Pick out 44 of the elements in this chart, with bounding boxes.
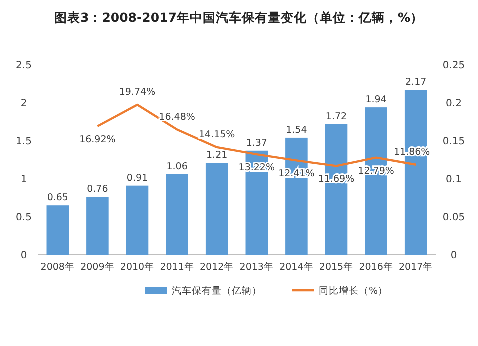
data-label: 2.17 xyxy=(406,77,427,88)
x-tick-label: 2011年 xyxy=(160,261,194,273)
data-label: 1.54 xyxy=(286,124,308,136)
x-tick-label: 2014年 xyxy=(280,261,314,273)
data-label: 1.72 xyxy=(326,111,348,122)
data-label: 1.94 xyxy=(366,94,387,106)
data-label: 1.37 xyxy=(246,138,268,149)
chart-title: 图表3：2008-2017年中国汽车保有量变化（单位：亿辆，%） xyxy=(54,10,424,25)
data-label: 1.06 xyxy=(166,161,188,172)
y-tick-label: 2 xyxy=(20,98,28,110)
x-tick-label: 2016年 xyxy=(359,261,394,273)
bar xyxy=(206,163,228,255)
x-tick-label: 2009年 xyxy=(80,261,115,273)
y2-tick-label: 0.1 xyxy=(446,174,462,186)
bar xyxy=(126,186,149,255)
bar xyxy=(86,197,109,255)
legend-label: 同比增长（%） xyxy=(319,285,388,297)
y2-tick-label: 0.15 xyxy=(442,136,466,148)
x-tick-label: 2008年 xyxy=(40,261,75,273)
data-label: 14.15% xyxy=(198,129,236,140)
data-label: 0.65 xyxy=(47,192,68,204)
y-tick-label: 0 xyxy=(20,250,28,262)
y2-tick-label: 0.05 xyxy=(442,212,466,224)
x-tick-label: 2015年 xyxy=(319,261,354,273)
bar xyxy=(166,174,188,255)
data-label: 16.48% xyxy=(159,112,196,123)
data-label: 19.74% xyxy=(119,86,156,98)
x-tick-label: 2013年 xyxy=(240,261,274,273)
y2-tick-label: 0 xyxy=(450,250,458,262)
data-label: 0.76 xyxy=(87,184,108,196)
y-tick-label: 2.5 xyxy=(16,60,32,72)
x-tick-label: 2010年 xyxy=(120,261,155,273)
x-tick-label: 2017年 xyxy=(399,261,434,273)
legend-label: 汽车保有量（亿辆） xyxy=(172,285,262,297)
data-label: 16.92% xyxy=(80,134,116,146)
y2-tick-label: 0.25 xyxy=(442,60,466,72)
y2-tick-label: 0.2 xyxy=(446,98,462,110)
y-tick-label: 0.5 xyxy=(16,212,32,224)
x-tick-label: 2012年 xyxy=(200,261,234,273)
bar xyxy=(46,206,70,255)
data-label: 1.21 xyxy=(206,150,228,162)
data-label: 0.91 xyxy=(126,172,148,184)
y-tick-label: 1.5 xyxy=(16,136,32,148)
y-tick-label: 1 xyxy=(20,174,28,186)
